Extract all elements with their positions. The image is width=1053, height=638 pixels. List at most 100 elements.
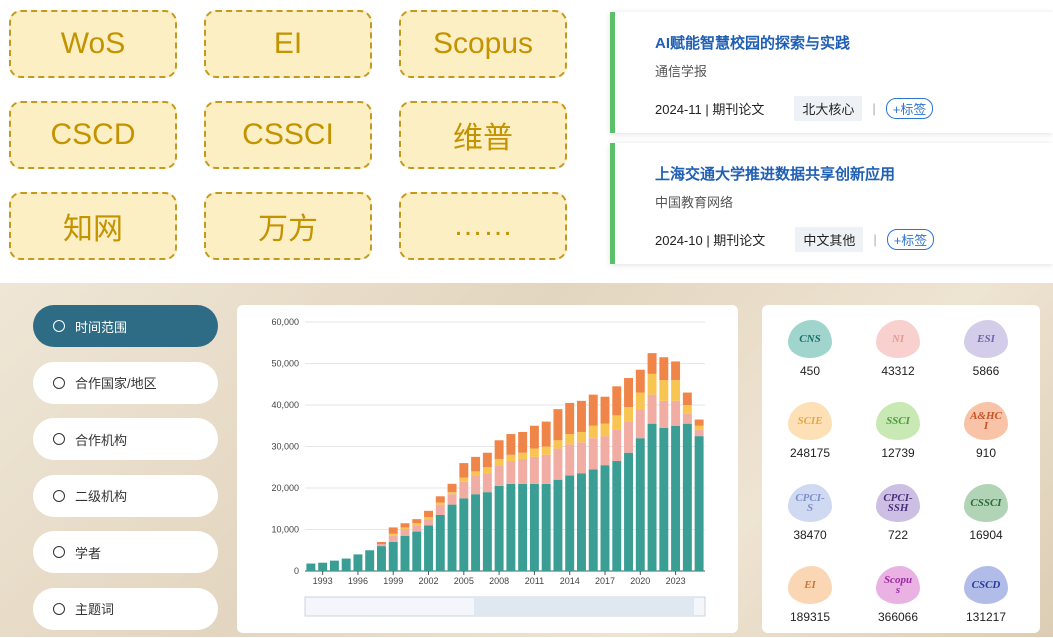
bar-segment — [553, 440, 562, 448]
tag[interactable]: 知网 — [9, 192, 177, 260]
bar-segment — [565, 403, 574, 434]
bar-segment — [659, 401, 668, 428]
bar-segment — [542, 455, 551, 484]
bar-segment — [471, 494, 480, 571]
bar-segment — [659, 357, 668, 380]
add-tag-button[interactable]: +标签 — [886, 98, 934, 119]
tag[interactable]: EI — [204, 10, 372, 78]
tag[interactable]: …… — [399, 192, 567, 260]
bar-segment — [612, 461, 621, 571]
paper-tag: 中文其他 — [795, 227, 863, 252]
bar-segment — [389, 536, 398, 542]
zoom-window[interactable] — [474, 597, 694, 616]
bar-segment — [459, 482, 468, 499]
bar-segment — [495, 440, 504, 459]
bar-segment — [636, 409, 645, 438]
bar-segment — [436, 496, 445, 502]
paper-title[interactable]: AI赋能智慧校园的探索与实践 — [655, 32, 1053, 53]
bar-segment — [436, 515, 445, 571]
badge-count: 722 — [858, 528, 938, 542]
menu-item[interactable]: 合作机构 — [33, 418, 218, 460]
bar-segment — [412, 525, 421, 531]
y-tick-label: 10,000 — [271, 525, 299, 535]
bar-segment — [306, 564, 315, 571]
bar-segment — [577, 401, 586, 432]
bar-segment — [401, 527, 410, 529]
bar-segment — [683, 413, 692, 423]
bar-segment — [448, 492, 457, 494]
y-tick-label: 20,000 — [271, 483, 299, 493]
badge[interactable]: CPCI-SSH 722 — [858, 484, 938, 542]
badge-count: 366066 — [858, 610, 938, 624]
badge-icon: CPCI-SSH — [876, 484, 920, 522]
menu-item[interactable]: 时间范围 — [33, 305, 218, 347]
badge-icon: SSCI — [876, 402, 920, 440]
tag[interactable]: 万方 — [204, 192, 372, 260]
bar-segment — [671, 426, 680, 571]
bar-segment — [601, 397, 610, 424]
bar-segment — [659, 380, 668, 401]
menu-icon — [53, 490, 65, 502]
bar-segment — [695, 426, 704, 430]
add-tag-button[interactable]: +标签 — [887, 229, 935, 250]
y-tick-label: 0 — [294, 566, 299, 576]
separator: | — [873, 232, 876, 247]
tag[interactable]: 维普 — [399, 101, 567, 169]
bar-segment — [424, 511, 433, 517]
bar-segment — [495, 486, 504, 571]
menu-item[interactable]: 学者 — [33, 531, 218, 573]
menu-item[interactable]: 合作国家/地区 — [33, 362, 218, 404]
tag[interactable]: CSSCI — [204, 101, 372, 169]
paper-source: 中国教育网络 — [655, 192, 1053, 211]
x-tick-label: 1996 — [348, 576, 368, 586]
bar-segment — [612, 415, 621, 430]
bar-segment — [601, 436, 610, 465]
menu-item[interactable]: 主题词 — [33, 588, 218, 630]
badge-icon: CPCI-S — [788, 484, 832, 522]
y-tick-label: 60,000 — [271, 317, 299, 327]
bar-segment — [518, 453, 527, 459]
bar-segment — [530, 457, 539, 484]
menu-icon — [53, 546, 65, 558]
bar-segment — [624, 407, 633, 422]
bar-segment — [412, 532, 421, 571]
bar-segment — [648, 424, 657, 571]
bar-segment — [318, 563, 327, 571]
bar-segment — [636, 370, 645, 393]
bar-segment — [601, 424, 610, 436]
badge-count: 16904 — [946, 528, 1026, 542]
bar-segment — [671, 361, 680, 380]
bar-segment — [506, 484, 515, 571]
bar-segment — [483, 467, 492, 473]
tag[interactable]: CSCD — [9, 101, 177, 169]
tag[interactable]: Scopus — [399, 10, 567, 78]
badge-icon: NI — [876, 320, 920, 358]
paper-meta-row: 2024-10 | 期刊论文 中文其他 | +标签 — [655, 227, 1053, 252]
paper-title[interactable]: 上海交通大学推进数据共享创新应用 — [655, 163, 1053, 184]
bar-segment — [695, 436, 704, 571]
paper-meta: 2024-10 | 期刊论文 — [655, 230, 765, 249]
bar-segment — [589, 438, 598, 469]
menu-label: 学者 — [75, 543, 101, 562]
badge-count: 131217 — [946, 610, 1026, 624]
y-tick-label: 40,000 — [271, 400, 299, 410]
menu-item[interactable]: 二级机构 — [33, 475, 218, 517]
tag[interactable]: WoS — [9, 10, 177, 78]
menu-label: 合作国家/地区 — [75, 373, 157, 392]
bar-segment — [671, 401, 680, 426]
bar-segment — [424, 525, 433, 571]
paper-meta: 2024-11 | 期刊论文 — [655, 99, 764, 118]
